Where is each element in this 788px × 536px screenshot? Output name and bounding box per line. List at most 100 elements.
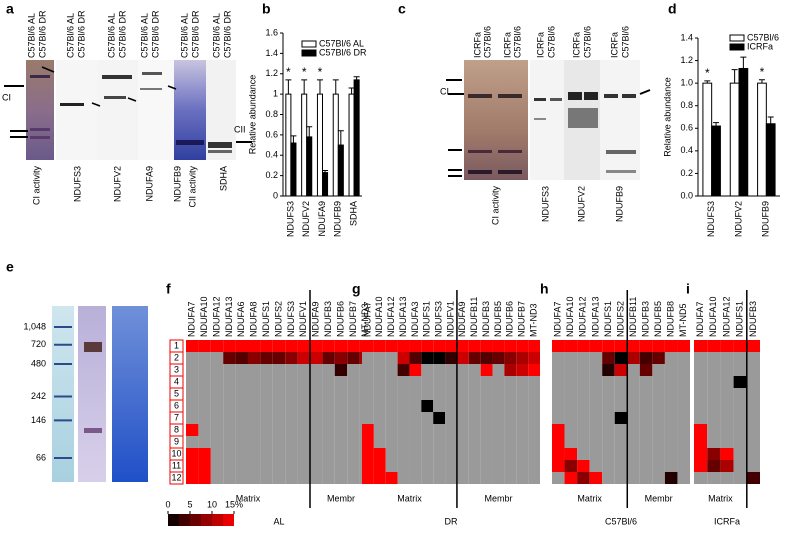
heatmap-cell <box>589 424 603 436</box>
error-bar <box>353 76 360 80</box>
heatmap-cell <box>385 352 398 364</box>
blot-label: NDUFS3 <box>72 166 82 202</box>
heatmap-cell <box>421 340 434 352</box>
significance: * <box>705 66 710 80</box>
lane-label: C57Bl/6 <box>546 26 556 58</box>
panel-label: c <box>398 1 406 17</box>
heatmap-cell <box>694 352 708 364</box>
column-label: NDUFA13 <box>590 296 600 337</box>
heatmap-cell <box>614 412 628 424</box>
x-tick-label: NDUFS3 <box>706 201 716 237</box>
heatmap-cell <box>652 412 665 424</box>
heatmap-cell <box>552 364 565 376</box>
heatmap-cell <box>577 340 590 352</box>
group-label: Matrix <box>236 493 261 503</box>
heatmap-cell <box>334 340 348 352</box>
gel-band <box>534 98 546 101</box>
heatmap-cell <box>362 376 374 388</box>
gel-band <box>176 140 204 145</box>
heatmap-cell <box>504 460 517 472</box>
heatmap-cell <box>639 388 653 400</box>
bar <box>285 93 292 197</box>
heatmap-cell <box>210 424 224 436</box>
heatmap-cell <box>198 364 211 376</box>
heatmap-cell <box>235 424 248 436</box>
heatmap-cell <box>504 400 517 412</box>
heatmap-cell <box>627 472 640 484</box>
legend-swatch <box>729 43 745 51</box>
heatmap-cell <box>733 340 747 352</box>
heatmap-cell <box>433 412 446 424</box>
row-label: 10 <box>171 448 181 458</box>
error-bar <box>337 130 344 146</box>
heatmap-cell <box>397 436 410 448</box>
blot-label: NDUFV2 <box>112 166 122 202</box>
heatmap-cell <box>627 460 640 472</box>
colorbar-label: 5 <box>187 499 192 509</box>
heatmap-cell <box>362 400 374 412</box>
heatmap-cell <box>421 400 434 412</box>
heatmap-cell <box>602 400 615 412</box>
heatmap-cell <box>492 364 505 376</box>
gel-band <box>102 75 132 79</box>
heatmap-cell <box>528 472 540 484</box>
arrow-head <box>167 85 177 90</box>
heatmap-cell <box>409 388 422 400</box>
heatmap-cell <box>248 412 261 424</box>
heatmap-cell <box>552 448 565 460</box>
heatmap-cell <box>480 376 493 388</box>
heatmap-cell <box>285 424 298 436</box>
heatmap-cell <box>652 376 665 388</box>
heatmap-cell <box>602 460 615 472</box>
y-tick-label: 1.4 <box>265 48 278 58</box>
heatmap-cell <box>362 448 374 460</box>
heatmap-cell <box>614 460 628 472</box>
heatmap-cell <box>272 364 286 376</box>
heatmap-cell <box>334 376 348 388</box>
heatmap-cell <box>694 412 708 424</box>
lane-label: C57Bl/6 DR <box>222 10 232 58</box>
heatmap-cell <box>210 460 224 472</box>
bar <box>301 93 308 197</box>
heatmap-cell <box>468 460 481 472</box>
heatmap-cell <box>186 412 199 424</box>
heatmap-cell <box>664 352 678 364</box>
heatmap-cell <box>733 412 747 424</box>
heatmap-cell <box>480 436 493 448</box>
heatmap-cell <box>492 388 505 400</box>
y-tick-label: 0.4 <box>680 145 693 155</box>
legend-label: C57Bl/6 <box>747 32 779 42</box>
arrow-head <box>127 97 137 102</box>
heatmap-cell <box>272 388 286 400</box>
heatmap-cell <box>310 388 323 400</box>
y-tick-label: 1.2 <box>680 55 693 65</box>
row-label: 4 <box>174 376 179 386</box>
heatmap-cell <box>186 472 199 484</box>
heatmap-cell <box>492 400 505 412</box>
heatmap-cell <box>421 376 434 388</box>
panel-label: h <box>540 281 549 297</box>
heatmap-cell <box>564 460 578 472</box>
colorbar-step <box>190 514 201 526</box>
heatmap-cell <box>248 340 261 352</box>
lane-label: C57Bl/6 AL <box>211 13 221 58</box>
colorbar-step <box>201 514 212 526</box>
heatmap-cell <box>334 388 348 400</box>
heatmap-cell <box>602 412 615 424</box>
heatmap-cell <box>516 424 529 436</box>
heatmap-cell <box>198 400 211 412</box>
bar <box>702 82 713 197</box>
heatmap-cell <box>677 364 690 376</box>
heatmap-cell <box>577 412 590 424</box>
heatmap-cell <box>373 400 386 412</box>
significance: * <box>286 65 291 79</box>
heatmap-cell <box>272 472 286 484</box>
heatmap-cell <box>421 352 434 364</box>
ladder-label: 66 <box>36 452 46 462</box>
heatmap-cell <box>310 472 323 484</box>
y-axis-title: Relative abundance <box>247 75 257 155</box>
bar <box>306 136 313 197</box>
heatmap-cell <box>564 436 578 448</box>
heatmap-cell <box>373 376 386 388</box>
bar <box>765 123 776 197</box>
